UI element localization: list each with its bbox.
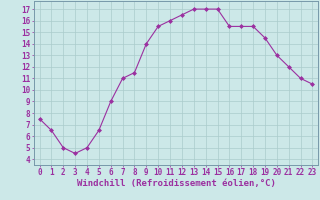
X-axis label: Windchill (Refroidissement éolien,°C): Windchill (Refroidissement éolien,°C) xyxy=(76,179,276,188)
